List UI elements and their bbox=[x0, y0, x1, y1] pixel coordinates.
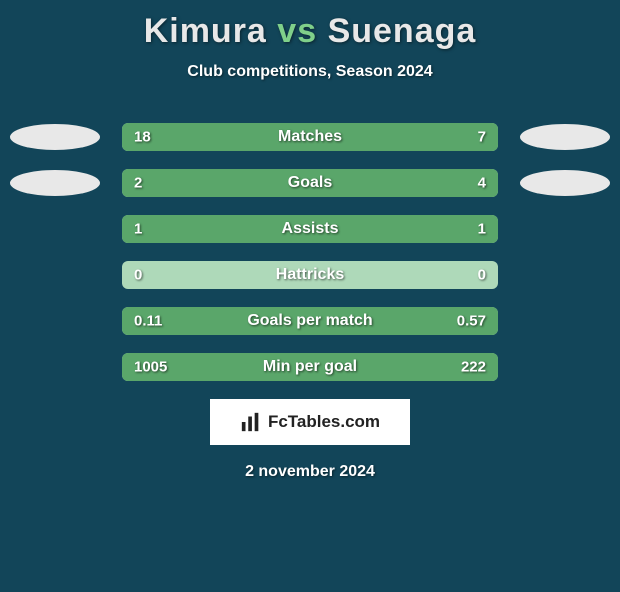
stat-value-right: 1 bbox=[478, 221, 486, 238]
stat-row: 1005 222 Min per goal bbox=[10, 353, 610, 381]
stat-label: Hattricks bbox=[276, 266, 344, 284]
stat-label: Goals bbox=[288, 174, 332, 192]
team-badge-left bbox=[10, 124, 100, 150]
stat-value-left: 18 bbox=[134, 129, 151, 146]
stat-value-left: 0.11 bbox=[134, 313, 162, 330]
stat-bar-left bbox=[122, 123, 393, 151]
stat-value-right: 222 bbox=[461, 359, 486, 376]
team-badge-right bbox=[520, 124, 610, 150]
stat-row: 0 0 Hattricks bbox=[10, 261, 610, 289]
logo-text: FcTables.com bbox=[268, 412, 380, 432]
stat-label: Min per goal bbox=[263, 358, 357, 376]
title-player-right: Suenaga bbox=[328, 12, 477, 50]
title-vs: vs bbox=[277, 12, 317, 50]
team-badge-left bbox=[10, 170, 100, 196]
stat-bar-track: 2 4 Goals bbox=[122, 169, 498, 197]
stat-bar-track: 1005 222 Min per goal bbox=[122, 353, 498, 381]
stat-row: 1 1 Assists bbox=[10, 215, 610, 243]
date-text: 2 november 2024 bbox=[0, 463, 620, 481]
stat-value-right: 7 bbox=[478, 129, 486, 146]
stat-value-right: 0.57 bbox=[457, 313, 486, 330]
subtitle: Club competitions, Season 2024 bbox=[0, 63, 620, 81]
stat-row: 2 4 Goals bbox=[10, 169, 610, 197]
bar-chart-icon bbox=[240, 411, 262, 433]
stat-bar-right bbox=[246, 169, 498, 197]
stat-bar-track: 1 1 Assists bbox=[122, 215, 498, 243]
stat-value-right: 0 bbox=[478, 267, 486, 284]
stat-bar-track: 0.11 0.57 Goals per match bbox=[122, 307, 498, 335]
stat-label: Matches bbox=[278, 128, 342, 146]
stat-label: Assists bbox=[282, 220, 339, 238]
stat-value-left: 0 bbox=[134, 267, 142, 284]
stat-label: Goals per match bbox=[247, 312, 372, 330]
stat-value-right: 4 bbox=[478, 175, 486, 192]
title-player-left: Kimura bbox=[144, 12, 267, 50]
stat-value-left: 2 bbox=[134, 175, 142, 192]
stat-value-left: 1 bbox=[134, 221, 142, 238]
stat-bar-track: 0 0 Hattricks bbox=[122, 261, 498, 289]
stat-bar-track: 18 7 Matches bbox=[122, 123, 498, 151]
stat-row: 0.11 0.57 Goals per match bbox=[10, 307, 610, 335]
stat-row: 18 7 Matches bbox=[10, 123, 610, 151]
page-title: Kimura vs Suenaga bbox=[0, 12, 620, 51]
stat-value-left: 1005 bbox=[134, 359, 167, 376]
fctables-logo: FcTables.com bbox=[210, 399, 410, 445]
stats-container: 18 7 Matches 2 4 Goals 1 1 Assists 0 0 Hattricks 0.1… bbox=[0, 123, 620, 381]
team-badge-right bbox=[520, 170, 610, 196]
